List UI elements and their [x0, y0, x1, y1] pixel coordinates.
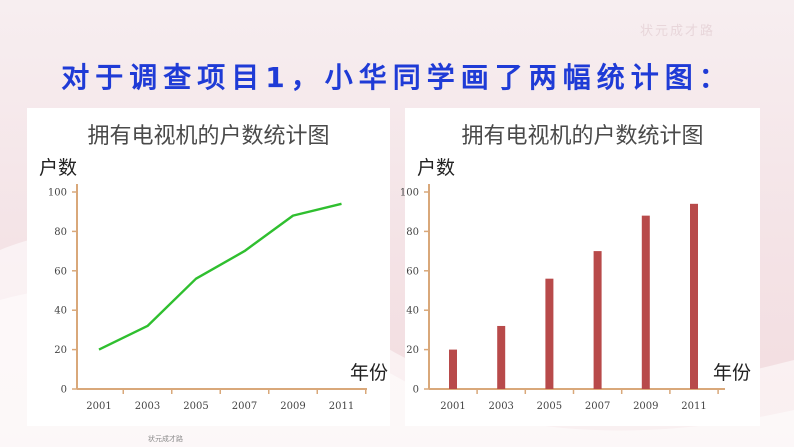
line-chart-y-tick-label: 0	[61, 385, 67, 396]
line-chart-x-tick-label: 2007	[232, 401, 257, 412]
bar-chart-x-tick-label: 2011	[681, 401, 706, 412]
bar	[449, 349, 457, 389]
bar-chart-y-tick-label: 80	[406, 227, 419, 238]
bar-chart-x-tick-label: 2003	[488, 401, 513, 412]
line-chart-x-tick-label: 2001	[86, 401, 111, 412]
bar-chart-y-tick-label: 100	[400, 188, 419, 199]
line-chart-x-tick-label: 2005	[183, 401, 208, 412]
bar	[641, 215, 650, 389]
bar-chart-title: 拥有电视机的户数统计图	[461, 124, 704, 149]
line-series	[98, 202, 342, 351]
line-chart-x-tick-label: 2003	[135, 401, 160, 412]
line-chart-xlabel: 年份	[350, 362, 389, 384]
bar	[593, 251, 602, 389]
line-chart-y-tick-label: 60	[54, 266, 67, 277]
line-chart-y-tick-label: 40	[54, 306, 67, 317]
bar	[497, 325, 506, 389]
bar-chart-x-tick-label: 2009	[633, 401, 658, 412]
bar-chart-y-tick-label: 0	[413, 385, 419, 396]
bar	[690, 203, 698, 389]
bar	[545, 278, 554, 389]
line-chart-panel: 拥有电视机的户数统计图 户数 年份 0 20 40 60 80 100 2001 2003 20…	[27, 108, 390, 426]
line-chart-y-tick-label: 20	[54, 345, 67, 356]
line-chart-y-tick-label: 80	[54, 227, 67, 238]
slide-title: 对于调查项目1，小华同学画了两幅统计图：	[61, 61, 733, 94]
bar-chart-y-tick-label: 60	[406, 266, 419, 277]
watermark-bottom: 状元成才路	[148, 435, 183, 443]
line-chart-x-tick-label: 2009	[280, 401, 305, 412]
bar-chart-x-tick-label: 2001	[440, 401, 465, 412]
bar-chart-plot: 0 20 40 60 80 100 2001 2003 2005 2007 2009 2011	[400, 184, 725, 412]
line-chart-x-tick-label: 2011	[329, 401, 354, 412]
bar-chart-xlabel: 年份	[713, 362, 752, 384]
watermark-top: 状元成才路	[640, 24, 716, 39]
bar-chart-y-tick-label: 20	[406, 345, 419, 356]
bar-chart-ylabel: 户数	[417, 157, 456, 179]
bar-chart-y-tick-label: 40	[406, 306, 419, 317]
line-chart-plot: 0 20 40 60 80 100 2001 2003 2005 2007 2009 2011	[48, 184, 367, 412]
line-chart-y-tick-label: 100	[48, 188, 67, 199]
bar-chart-panel: 拥有电视机的户数统计图 户数 年份 0 20 40 60 80 100 2001 2003 20…	[400, 108, 760, 426]
bar-chart-x-tick-label: 2005	[537, 401, 562, 412]
line-chart-ylabel: 户数	[39, 157, 78, 179]
bar-chart-x-tick-label: 2007	[585, 401, 610, 412]
line-chart-title: 拥有电视机的户数统计图	[87, 124, 330, 149]
